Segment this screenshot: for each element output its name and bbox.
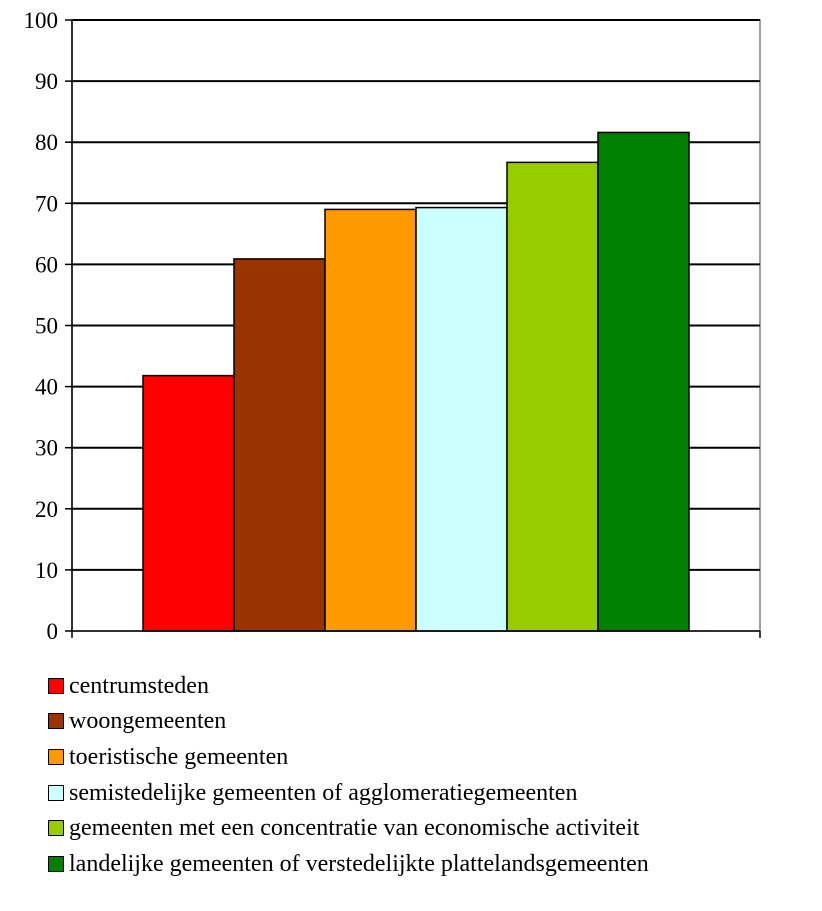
legend-item: centrumsteden — [48, 668, 649, 704]
y-tick-label: 90 — [35, 69, 58, 94]
legend-swatch — [48, 748, 64, 765]
y-tick-label: 30 — [35, 436, 58, 461]
bar-3 — [324, 208, 417, 632]
y-tick-label: 80 — [35, 130, 58, 155]
bar-6 — [597, 131, 690, 632]
legend-item: semistedelijke gemeenten of agglomeratie… — [48, 775, 649, 811]
legend-item: woongemeenten — [48, 704, 649, 740]
y-tick-label: 70 — [35, 191, 58, 216]
y-tick-label: 40 — [35, 375, 58, 400]
bar-chart: 0 10 20 30 40 50 60 70 80 90 100 — [24, 8, 761, 644]
legend-item: gemeenten met een concentratie van econo… — [48, 810, 649, 846]
bar-2 — [233, 258, 326, 632]
bar-5 — [506, 161, 599, 632]
legend-label: centrumsteden — [69, 672, 209, 699]
y-tick-label: 60 — [35, 252, 58, 277]
bar-4 — [415, 206, 508, 632]
y-tick-label: 20 — [35, 497, 58, 522]
y-tick-labels: 0 10 20 30 40 50 60 70 80 90 100 — [24, 8, 59, 644]
legend-swatch — [48, 820, 64, 837]
legend-swatch — [48, 677, 64, 694]
legend: centrumsteden woongemeenten toeristische g… — [48, 668, 649, 882]
bar-1 — [142, 374, 235, 632]
legend-swatch — [48, 784, 64, 801]
legend-swatch — [48, 713, 64, 730]
legend-item: toeristische gemeenten — [48, 739, 649, 775]
legend-label: landelijke gemeenten of verstedelijkte p… — [69, 850, 649, 877]
y-tick-label: 100 — [24, 8, 59, 33]
y-tick-label: 50 — [35, 314, 58, 339]
bars — [142, 131, 690, 632]
legend-swatch — [48, 855, 64, 872]
axes — [65, 19, 761, 638]
legend-label: toeristische gemeenten — [69, 743, 289, 770]
legend-item: landelijke gemeenten of verstedelijkte p… — [48, 846, 649, 882]
y-tick-label: 10 — [35, 558, 58, 583]
legend-label: gemeenten met een concentratie van econo… — [69, 815, 640, 842]
legend-label: semistedelijke gemeenten of agglomeratie… — [69, 779, 578, 806]
y-tick-label: 0 — [47, 619, 59, 644]
legend-label: woongemeenten — [69, 708, 227, 735]
